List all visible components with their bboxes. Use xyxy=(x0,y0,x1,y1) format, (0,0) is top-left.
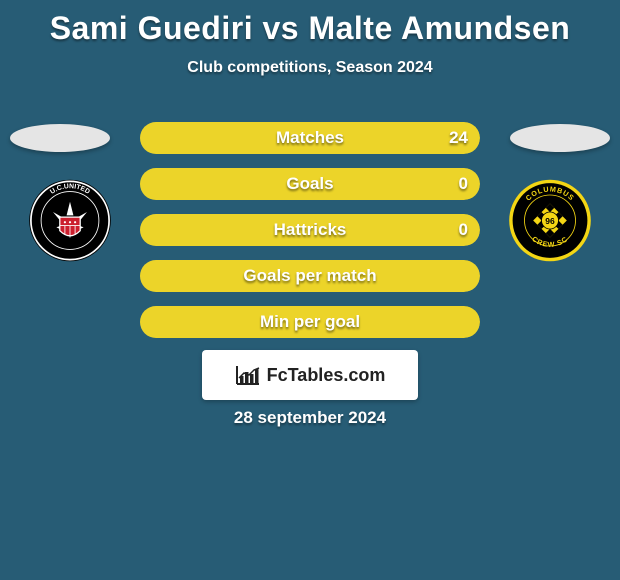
bar-value-right: 0 xyxy=(459,168,468,200)
stat-bar: Hattricks0 xyxy=(140,214,480,246)
source-badge: FcTables.com xyxy=(202,350,418,400)
bar-value-right: 0 xyxy=(459,214,468,246)
player-avatar-left xyxy=(10,124,110,152)
bar-right-fill xyxy=(140,214,480,246)
team-crest-right: COLUMBUS CREW SC 96 xyxy=(500,178,600,263)
stat-bar: Goals per match xyxy=(140,260,480,292)
date-text: 28 september 2024 xyxy=(0,408,620,428)
crest-right-center: 96 xyxy=(545,216,555,226)
stat-bar: Matches24 xyxy=(140,122,480,154)
bar-right-fill xyxy=(140,306,480,338)
source-badge-text: FcTables.com xyxy=(267,365,386,386)
player-avatar-right xyxy=(510,124,610,152)
subtitle: Club competitions, Season 2024 xyxy=(0,59,620,77)
team-crest-left: U.C.UNITED xyxy=(20,178,120,263)
bar-right-fill xyxy=(140,260,480,292)
bar-value-right: 24 xyxy=(449,122,468,154)
page-title: Sami Guediri vs Malte Amundsen xyxy=(0,0,620,47)
bar-right-fill xyxy=(140,122,480,154)
stat-bars: Matches24 Goals0 Hattricks0 Goals per match… xyxy=(140,122,480,352)
chart-icon xyxy=(235,364,261,386)
stat-bar: Goals0 xyxy=(140,168,480,200)
stat-bar: Min per goal xyxy=(140,306,480,338)
bar-right-fill xyxy=(140,168,480,200)
